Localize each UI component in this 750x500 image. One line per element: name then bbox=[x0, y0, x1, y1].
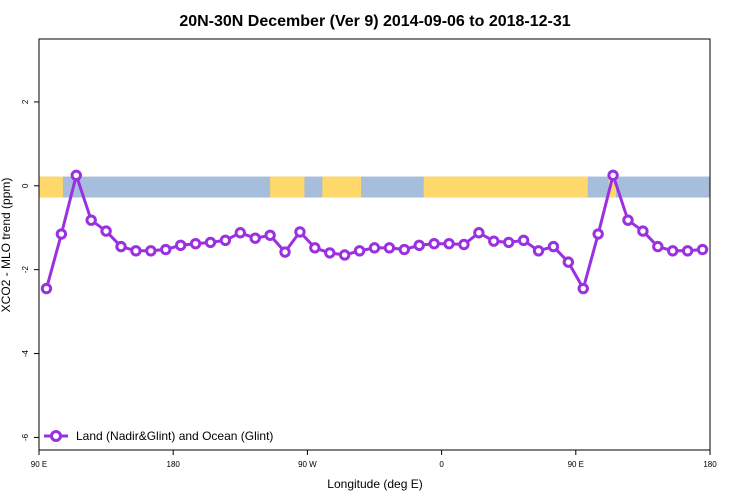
data-point bbox=[294, 226, 306, 238]
data-point bbox=[637, 225, 649, 237]
land-segment bbox=[423, 176, 588, 198]
data-point bbox=[458, 238, 470, 251]
x-tick-label: 90 W bbox=[298, 460, 317, 469]
data-point bbox=[607, 169, 619, 182]
legend-marker-swatch bbox=[50, 430, 62, 442]
legend: Land (Nadir&Glint) and Ocean (Glint) bbox=[44, 429, 273, 443]
land-segment bbox=[322, 176, 362, 198]
legend-label: Land (Nadir&Glint) and Ocean (Glint) bbox=[76, 429, 273, 443]
x-tick-label: 90 E bbox=[568, 460, 584, 469]
data-point bbox=[562, 256, 575, 268]
y-axis-label: XCO2 - MLO trend (ppm) bbox=[0, 178, 13, 313]
y-tick-label: -6 bbox=[21, 433, 30, 441]
x-axis: 90 E 180 90 W 0 90 E 180 bbox=[31, 450, 717, 469]
x-axis-label: Longitude (deg E) bbox=[327, 477, 422, 491]
data-point bbox=[219, 234, 232, 247]
series-layer bbox=[40, 169, 709, 295]
land-segment bbox=[608, 176, 617, 198]
y-tick-label: 0 bbox=[21, 183, 30, 188]
data-point bbox=[40, 282, 53, 295]
land-ocean-band bbox=[39, 176, 710, 198]
data-point bbox=[398, 243, 411, 256]
data-point bbox=[413, 239, 425, 252]
data-point bbox=[115, 240, 127, 253]
data-point bbox=[85, 214, 97, 226]
data-point bbox=[532, 245, 545, 257]
x-tick-label: 0 bbox=[439, 460, 444, 469]
data-point bbox=[189, 237, 202, 250]
x-tick-label: 180 bbox=[703, 460, 717, 469]
data-point bbox=[577, 282, 589, 295]
data-point bbox=[517, 234, 530, 247]
land-segment bbox=[39, 176, 63, 198]
data-point bbox=[70, 169, 82, 182]
data-point bbox=[279, 246, 291, 258]
data-point bbox=[100, 225, 112, 237]
data-point bbox=[383, 242, 396, 254]
data-point bbox=[428, 237, 440, 250]
x-tick-label: 90 E bbox=[31, 460, 47, 469]
data-point bbox=[309, 242, 321, 254]
data-point bbox=[264, 229, 276, 241]
x-tick-label: 180 bbox=[167, 460, 181, 469]
data-point bbox=[174, 239, 187, 252]
plot-frame bbox=[38, 38, 711, 451]
y-axis: 2 0 -2 -4 -6 bbox=[21, 99, 39, 441]
data-point bbox=[652, 240, 664, 253]
data-point bbox=[145, 245, 157, 257]
data-point bbox=[681, 245, 694, 257]
data-point bbox=[234, 227, 247, 239]
data-point bbox=[547, 240, 560, 253]
data-point bbox=[249, 232, 261, 244]
chart-title: 20N-30N December (Ver 9) 2014-09-06 to 2… bbox=[179, 13, 570, 30]
data-point bbox=[696, 243, 709, 256]
land-segment bbox=[270, 176, 305, 198]
data-point bbox=[324, 247, 336, 259]
data-point bbox=[338, 249, 351, 261]
data-point bbox=[353, 245, 366, 257]
data-point bbox=[503, 236, 515, 249]
data-point bbox=[592, 228, 604, 240]
data-point bbox=[667, 245, 679, 257]
data-point bbox=[160, 243, 172, 256]
data-point bbox=[622, 214, 634, 226]
data-point bbox=[55, 228, 68, 240]
data-point bbox=[368, 242, 381, 254]
data-point bbox=[473, 227, 485, 239]
data-point bbox=[443, 237, 455, 250]
y-tick-label: 2 bbox=[21, 99, 30, 104]
data-point bbox=[204, 236, 217, 249]
data-point bbox=[130, 245, 142, 257]
data-point bbox=[488, 235, 500, 247]
y-tick-label: -4 bbox=[21, 349, 30, 357]
y-tick-label: -2 bbox=[21, 266, 30, 274]
